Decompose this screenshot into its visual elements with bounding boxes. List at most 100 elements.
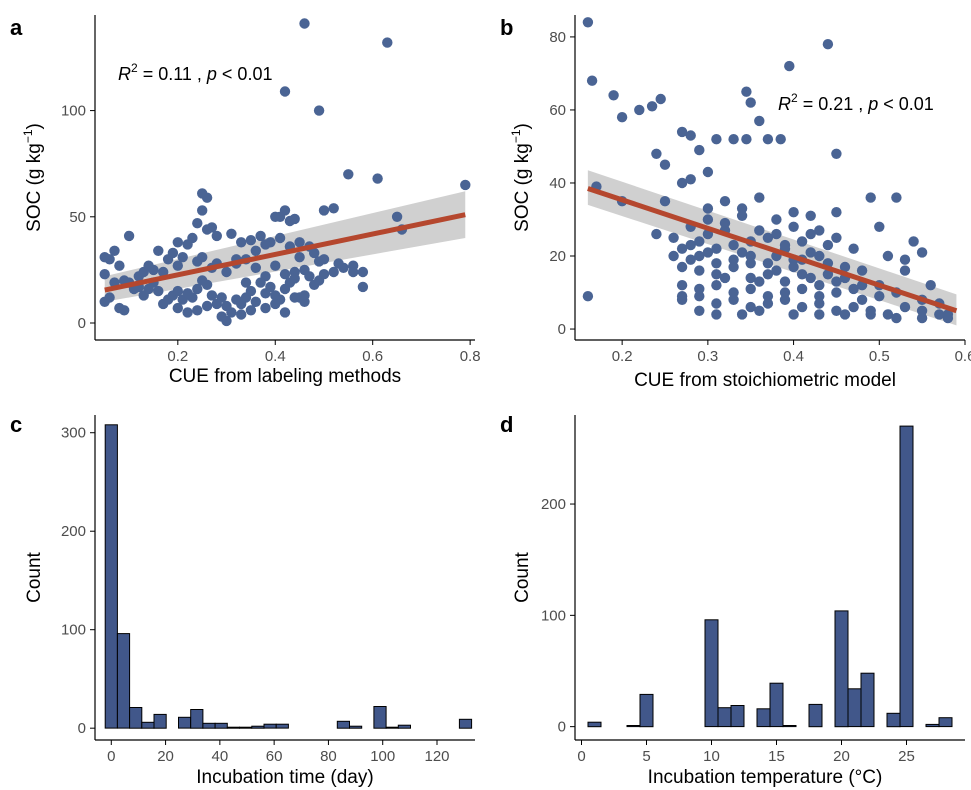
data-point <box>668 250 679 262</box>
data-point <box>357 266 369 278</box>
data-point <box>831 305 842 316</box>
data-point <box>736 203 748 214</box>
data-point <box>338 262 349 273</box>
data-point <box>651 148 662 159</box>
p-symbol: p <box>206 64 217 84</box>
y-label-close: ) <box>512 123 533 129</box>
regression-line <box>104 212 466 293</box>
data-point <box>865 309 876 320</box>
histogram-bar <box>178 716 192 729</box>
data-point <box>245 305 257 316</box>
data-point <box>805 272 816 284</box>
data-point <box>372 173 383 184</box>
x-tick-label: 20 <box>157 748 174 765</box>
data-point <box>745 258 756 269</box>
data-point <box>265 281 276 293</box>
data-point <box>226 228 237 239</box>
data-point <box>694 291 705 302</box>
data-point <box>882 250 894 262</box>
histogram-bar <box>639 693 654 728</box>
stat-annotation: R2 = 0.11 , p < 0.01 <box>118 61 272 84</box>
data-point <box>856 265 868 276</box>
data-point <box>745 301 756 313</box>
data-point <box>822 269 834 280</box>
data-point <box>318 205 330 216</box>
data-point <box>762 269 774 280</box>
data-point <box>651 228 662 240</box>
data-point <box>167 247 179 259</box>
data-point <box>694 144 705 156</box>
data-point <box>796 269 808 280</box>
data-point <box>762 291 774 302</box>
data-point <box>318 254 330 265</box>
histogram-bar <box>717 707 732 728</box>
y-axis-label: Count <box>24 551 45 602</box>
panel-letter-d: d <box>500 412 513 437</box>
data-point <box>702 247 714 258</box>
data-point <box>728 287 739 298</box>
data-point <box>934 309 945 320</box>
data-point <box>685 239 696 251</box>
histogram-bar <box>860 672 875 728</box>
data-point <box>177 252 188 263</box>
data-point <box>197 205 208 216</box>
x-tick-label: 0.2 <box>612 348 633 365</box>
data-point <box>736 210 748 221</box>
histogram-bar <box>202 722 216 729</box>
stat-annotation: R2 = 0.21 , p < 0.01 <box>778 91 934 114</box>
data-point <box>942 309 954 320</box>
y-tick-label: 0 <box>558 321 566 338</box>
histogram-bar <box>141 721 155 729</box>
data-point <box>805 228 816 240</box>
data-point <box>260 302 271 314</box>
data-point <box>831 232 842 243</box>
y-tick-label: 300 <box>61 425 86 442</box>
data-point <box>805 210 816 221</box>
data-point <box>891 192 902 203</box>
data-point <box>874 291 885 302</box>
data-point <box>814 298 825 309</box>
panel-b: b R2 = 0.21 , p < 0.01 0.2 0.3 0.4 0.5 0.6 0 20 4… <box>500 15 971 391</box>
data-point <box>616 112 628 123</box>
data-point <box>148 264 159 276</box>
data-point <box>676 261 688 273</box>
x-axis-label: CUE from stoichiometric model <box>634 370 896 391</box>
data-point <box>279 307 291 318</box>
data-point <box>899 265 911 276</box>
histogram-bar <box>239 726 253 729</box>
histogram-bar <box>349 725 363 729</box>
data-point <box>201 279 213 290</box>
x-tick-label: 0.3 <box>697 348 718 365</box>
histogram-bar <box>275 723 289 729</box>
data-point <box>460 179 471 191</box>
panel-a: a R2 = 0.11 , p < 0.01 0.2 0.4 0.6 0.8 0 50 100 C… <box>10 15 481 387</box>
data-point <box>728 239 739 251</box>
data-point <box>274 211 286 222</box>
data-point <box>741 134 752 145</box>
data-point <box>788 207 799 218</box>
histogram-bar <box>886 712 901 728</box>
data-point <box>848 283 859 295</box>
data-point <box>728 134 739 145</box>
data-point <box>805 247 816 258</box>
data-point <box>814 291 825 302</box>
data-point <box>192 218 203 229</box>
data-point <box>899 301 911 313</box>
y-tick-label: 0 <box>78 720 86 737</box>
data-point <box>779 287 791 298</box>
data-point <box>719 217 731 229</box>
data-point <box>255 277 266 288</box>
data-point <box>99 252 110 263</box>
data-point <box>676 177 688 189</box>
x-tick-label: 60 <box>266 748 283 765</box>
x-tick-label: 0 <box>107 748 115 765</box>
data-point <box>289 213 300 225</box>
data-point <box>172 285 183 297</box>
data-point <box>182 307 193 318</box>
data-point <box>201 300 213 312</box>
data-point <box>240 277 252 288</box>
y-label-main: Count <box>24 551 45 602</box>
data-point <box>908 236 919 247</box>
data-point <box>289 273 300 284</box>
data-point <box>676 280 688 291</box>
